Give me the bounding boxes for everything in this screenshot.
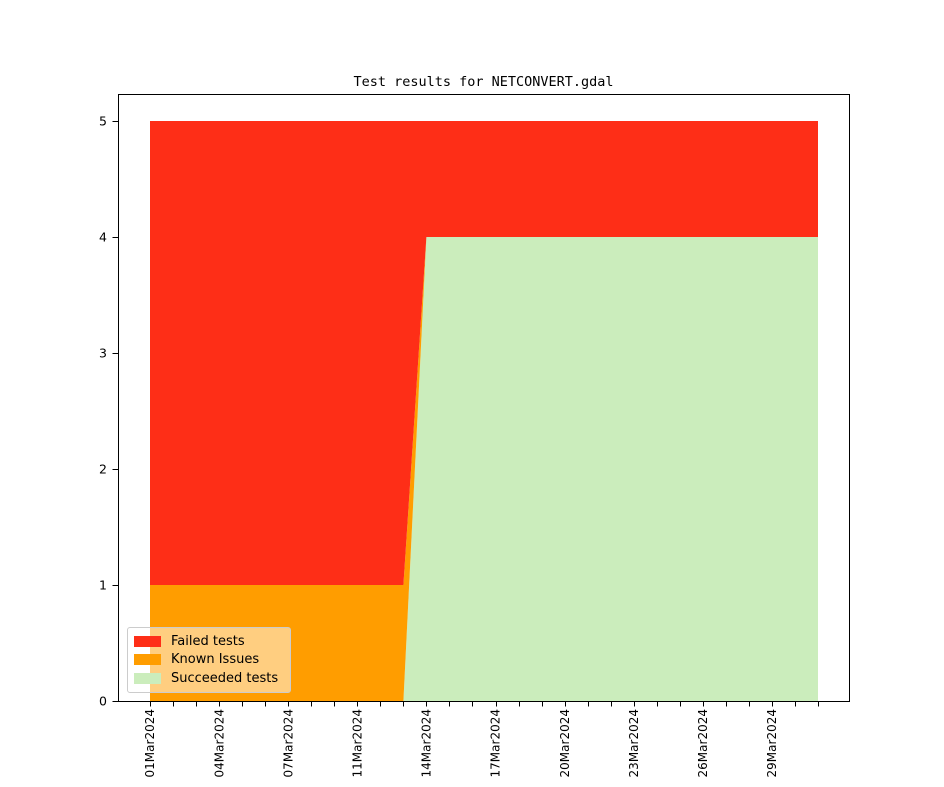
- y-tick-label: 4: [99, 230, 107, 245]
- legend-swatch-succeeded-icon: [134, 673, 161, 685]
- legend-item-known-issues: Known Issues: [134, 653, 284, 666]
- legend-label-failed: Failed tests: [171, 633, 245, 649]
- legend-label-known-issues: Known Issues: [171, 652, 260, 668]
- x-tick-label: 17Mar2024: [489, 709, 503, 777]
- legend-item-failed: Failed tests: [134, 635, 284, 648]
- chart-title: Test results for NETCONVERT.gdal: [353, 74, 614, 90]
- legend-swatch-known-issues-icon: [134, 654, 161, 666]
- x-tick-label: 20Mar2024: [558, 709, 572, 777]
- x-tick-label: 07Mar2024: [281, 709, 295, 777]
- y-tick-label: 1: [99, 578, 107, 593]
- x-tick-label: 04Mar2024: [212, 709, 226, 777]
- y-tick-label: 0: [99, 694, 107, 709]
- x-tick-label: 29Mar2024: [765, 709, 779, 777]
- x-tick-label: 23Mar2024: [627, 709, 641, 777]
- legend-item-succeeded: Succeeded tests: [134, 672, 284, 685]
- area-succeeded-tests: [150, 237, 818, 701]
- y-tick-label: 3: [99, 346, 107, 361]
- x-tick-label: 01Mar2024: [143, 709, 157, 777]
- x-tick-label: 14Mar2024: [420, 709, 434, 777]
- x-tick-label: 26Mar2024: [696, 709, 710, 777]
- legend: Failed tests Known Issues Succeeded test…: [127, 627, 291, 693]
- y-tick-label: 2: [99, 462, 107, 477]
- area-failed-tests: [150, 121, 818, 585]
- x-tick-label: 11Mar2024: [351, 709, 365, 777]
- y-tick-label: 5: [99, 114, 107, 129]
- legend-label-succeeded: Succeeded tests: [171, 671, 279, 687]
- legend-swatch-failed-icon: [134, 635, 161, 647]
- axes-spines: [118, 94, 850, 702]
